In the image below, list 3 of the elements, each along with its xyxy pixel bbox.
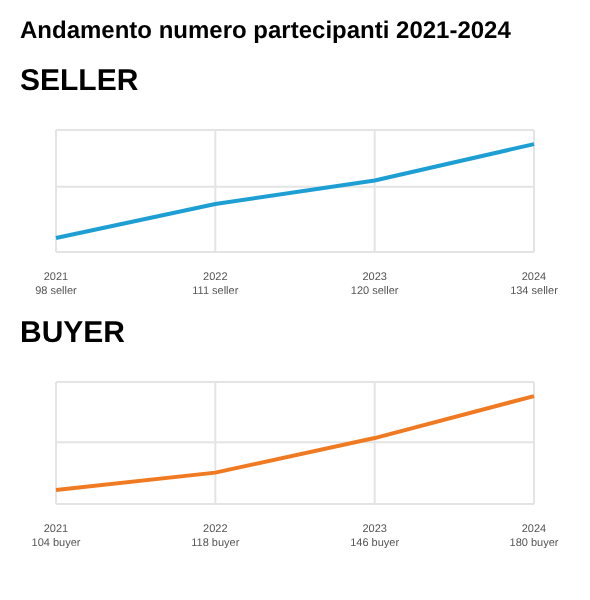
chart-subtitle: SELLER xyxy=(20,64,141,98)
chart-title: Andamento numero partecipanti 2021-2024 xyxy=(20,16,513,44)
chart-title: BUYER xyxy=(20,316,128,350)
